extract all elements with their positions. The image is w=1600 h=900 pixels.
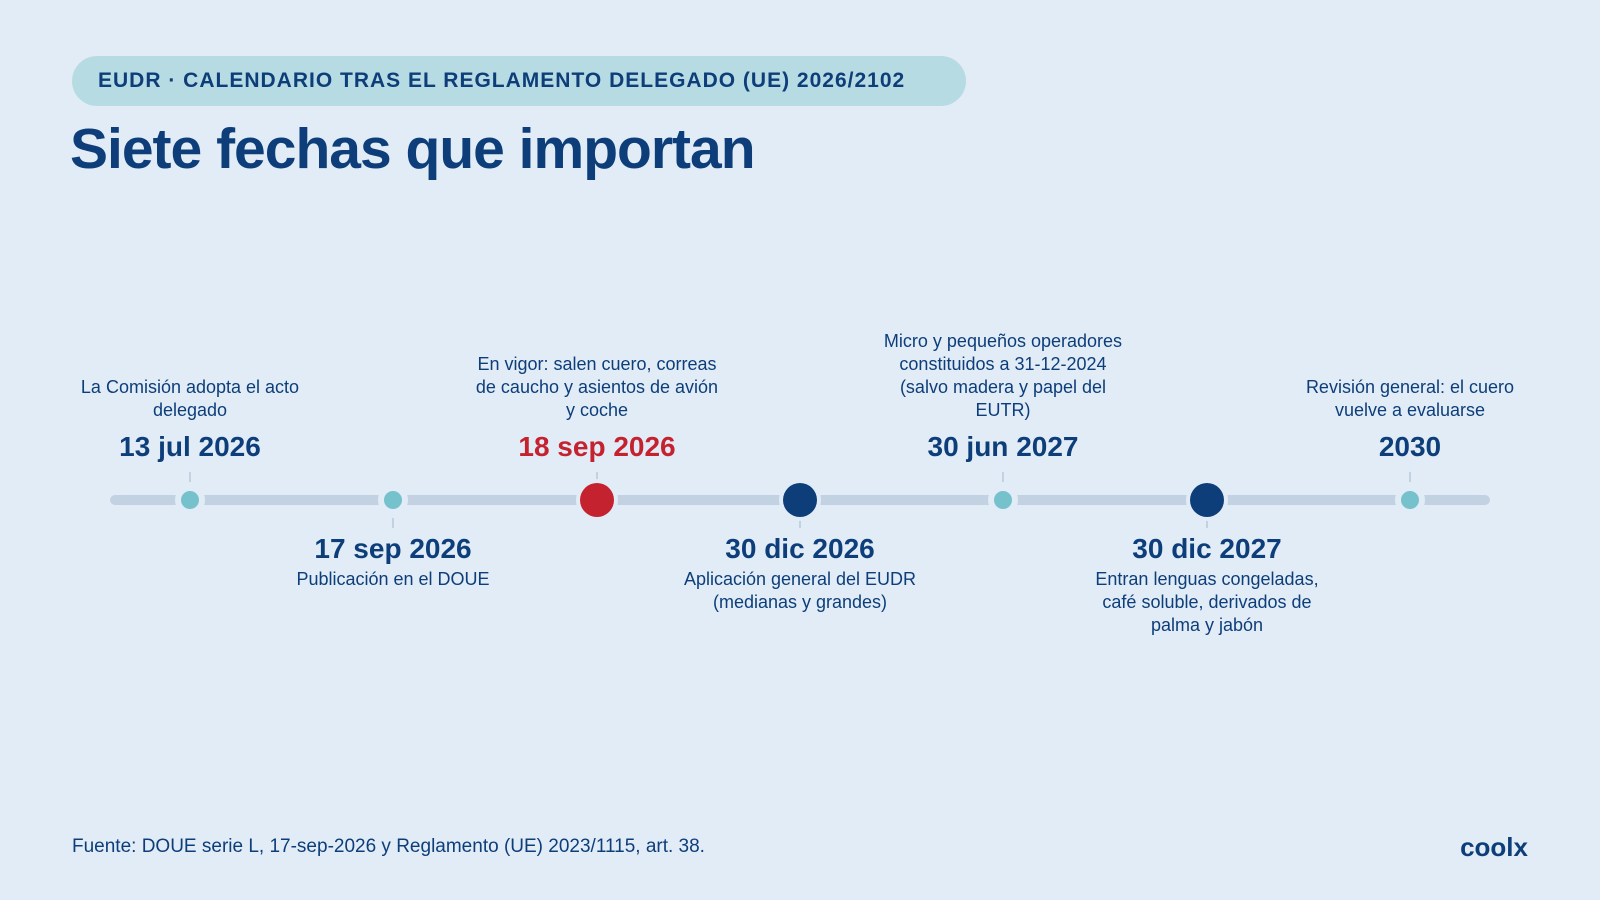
timeline-event-label: Micro y pequeños operadores constituidos…	[878, 330, 1128, 464]
timeline-marker	[1190, 483, 1224, 517]
timeline-marker	[991, 488, 1015, 512]
timeline-event-label: Revisión general: el cuero vuelve a eval…	[1285, 376, 1535, 464]
timeline-tick	[1409, 472, 1411, 482]
event-date: 17 sep 2026	[314, 533, 472, 564]
timeline-event-label: 17 sep 2026 Publicación en el DOUE	[268, 532, 518, 591]
timeline-tick	[799, 518, 801, 528]
event-date: 30 jun 2027	[927, 431, 1079, 462]
header-pill-text: EUDR · CALENDARIO TRAS EL REGLAMENTO DEL…	[98, 69, 906, 92]
timeline-tick	[596, 472, 598, 482]
timeline-event-label: La Comisión adopta el acto delegado 13 j…	[65, 376, 315, 464]
event-date: 30 dic 2026	[725, 533, 875, 564]
timeline-event-label: 30 dic 2026 Aplicación general del EUDR …	[675, 532, 925, 614]
event-description: Revisión general: el cuero vuelve a eval…	[1305, 377, 1515, 420]
brand-logo: coolx	[1460, 832, 1528, 862]
timeline-tick	[189, 472, 191, 482]
event-date: 13 jul 2026	[119, 431, 261, 462]
page-title: Siete fechas que importan	[70, 117, 756, 181]
timeline-marker	[381, 488, 405, 512]
timeline-tick	[1206, 518, 1208, 528]
timeline-tick	[392, 518, 394, 528]
event-description: Entran lenguas congeladas, café soluble,…	[1095, 569, 1319, 635]
event-description: En vigor: salen cuero, correas de caucho…	[475, 354, 719, 420]
timeline-marker	[580, 483, 614, 517]
timeline-marker	[1398, 488, 1422, 512]
event-description: Micro y pequeños operadores constituidos…	[883, 331, 1123, 420]
timeline-event-label: 30 dic 2027 Entran lenguas congeladas, c…	[1082, 532, 1332, 637]
timeline-tick	[1002, 472, 1004, 482]
source-note: Fuente: DOUE serie L, 17-sep-2026 y Regl…	[72, 836, 705, 857]
event-date: 18 sep 2026	[518, 431, 676, 462]
timeline-marker	[178, 488, 202, 512]
event-date: 30 dic 2027	[1132, 533, 1282, 564]
timeline-marker	[783, 483, 817, 517]
event-description: Publicación en el DOUE	[296, 569, 490, 589]
event-description: Aplicación general del EUDR (medianas y …	[683, 569, 917, 612]
timeline-event-label: En vigor: salen cuero, correas de caucho…	[472, 353, 722, 464]
event-date: 2030	[1378, 431, 1442, 462]
header-pill: EUDR · CALENDARIO TRAS EL REGLAMENTO DEL…	[72, 56, 966, 106]
event-description: La Comisión adopta el acto delegado	[80, 377, 300, 420]
